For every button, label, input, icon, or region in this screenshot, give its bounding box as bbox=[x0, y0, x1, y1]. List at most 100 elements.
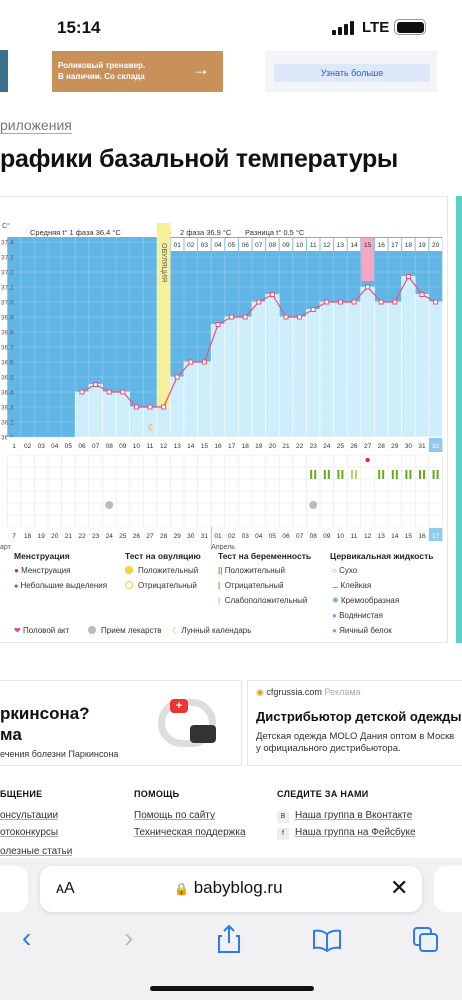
legend-title: Тест на овуляцию bbox=[125, 551, 201, 561]
cycle-day: 05 bbox=[65, 443, 73, 450]
footer-title: ПОМОЩЬ bbox=[134, 789, 180, 799]
close[interactable]: ✕ bbox=[390, 875, 409, 900]
cycle-day: 31 bbox=[418, 443, 426, 450]
bookmarks[interactable] bbox=[312, 928, 342, 952]
phase2-cell bbox=[293, 238, 306, 251]
temperature-bar bbox=[210, 324, 226, 438]
footer-link[interactable]: В Наша группа в Вконтакте bbox=[277, 810, 412, 823]
footer-link[interactable]: Техническая поддержка bbox=[134, 827, 246, 838]
phase2-day: 11 bbox=[310, 242, 317, 249]
ad-domain: ◉ cfgrussia.com Реклама bbox=[256, 687, 361, 697]
footer-link[interactable]: онсультации bbox=[0, 810, 59, 821]
back[interactable]: ‹ bbox=[22, 922, 32, 953]
cycle-day: 13 bbox=[174, 443, 182, 450]
forward[interactable]: › bbox=[124, 922, 134, 953]
phase2-day: 09 bbox=[282, 242, 290, 249]
footer-link[interactable]: олезные статьи bbox=[0, 846, 73, 857]
ad-card[interactable]: ркинсона? ма ечения болезни Паркинсона + bbox=[0, 680, 242, 766]
temperature-point bbox=[161, 404, 167, 410]
cycle-day: 22 bbox=[296, 443, 304, 450]
legend-item: ✺ Кремообразная bbox=[332, 596, 400, 605]
date: 29 bbox=[174, 533, 182, 540]
phase2-cell bbox=[252, 238, 266, 251]
date: 05 bbox=[269, 533, 277, 540]
cycle-day: 08 bbox=[106, 443, 114, 450]
legend-item: | Слабоположительный bbox=[218, 596, 308, 605]
address-bar[interactable]: ᴀA 🔒 babyblog.ru ✕ bbox=[40, 866, 422, 912]
phase2-cell bbox=[170, 238, 184, 251]
temperature-point bbox=[201, 359, 207, 365]
phase2-cell bbox=[225, 238, 238, 251]
legend-item: ☾ Лунный календарь bbox=[172, 626, 252, 635]
temperature-point bbox=[93, 382, 99, 387]
temperature-bar bbox=[88, 384, 103, 438]
cycle-day: 14 bbox=[187, 443, 195, 450]
ad-card[interactable]: ◉ cfgrussia.com Реклама Дистрибьютор дет… bbox=[247, 680, 462, 766]
footer-link[interactable]: f Наша группа на Фейсбуке bbox=[277, 827, 416, 840]
tab-next[interactable] bbox=[434, 866, 462, 912]
cycle-day: 28 bbox=[378, 443, 386, 450]
pregnancy-test bbox=[419, 470, 421, 479]
temperature-bar bbox=[346, 301, 362, 438]
legend-item: ⧡ Клейкая bbox=[332, 581, 372, 590]
ad-headline: ркинсона? ма bbox=[0, 704, 90, 744]
date: 21 bbox=[65, 533, 73, 540]
cycle-day: 07 bbox=[92, 443, 100, 450]
date: 09 bbox=[323, 533, 331, 540]
phase2-day: 14 bbox=[350, 242, 358, 249]
temperature-point bbox=[365, 284, 371, 290]
y-unit: C° bbox=[2, 222, 10, 230]
phase2-day: 19 bbox=[418, 242, 426, 249]
cycle-day: 10 bbox=[133, 443, 141, 450]
temperature-bar bbox=[251, 301, 266, 438]
phase2-day: 06 bbox=[242, 242, 250, 249]
footer-link[interactable]: Помощь по сайту bbox=[134, 810, 215, 821]
ad-button[interactable]: Узнать больше bbox=[274, 64, 430, 82]
temperature-bar bbox=[428, 301, 443, 438]
phase2-day: 13 bbox=[337, 242, 345, 249]
phase2-cell bbox=[361, 238, 374, 251]
tab-prev[interactable] bbox=[0, 866, 28, 912]
date: 27 bbox=[146, 533, 154, 540]
ad-text: Роликовый тренажер. В наличии. Со склада bbox=[58, 61, 146, 81]
temperature-point bbox=[405, 274, 411, 279]
legend-item: ● Яичный белок bbox=[332, 626, 392, 635]
cycle-day: 17 bbox=[228, 443, 236, 450]
cycle-day: 29 bbox=[391, 443, 399, 450]
phase2-cell bbox=[347, 238, 361, 251]
breadcrumb[interactable]: риложения bbox=[0, 117, 72, 134]
pregnancy-test bbox=[423, 470, 425, 479]
cycle-day: 12 bbox=[160, 443, 168, 450]
temperature-point bbox=[174, 374, 180, 380]
ad-image: + bbox=[150, 695, 222, 751]
y-tick-label: 37.0 bbox=[1, 300, 14, 307]
cycle-day: 16 bbox=[214, 443, 222, 450]
phase2-day: 01 bbox=[174, 242, 182, 249]
scrollbar bbox=[456, 196, 462, 643]
cycle-day: 19 bbox=[255, 443, 263, 450]
ad-edge bbox=[0, 50, 8, 92]
temperature-point bbox=[133, 404, 139, 410]
ad-text: Детская одежда MOLO Дания оптом в Москв у… bbox=[256, 731, 455, 754]
footer-link[interactable]: отоконкурсы bbox=[0, 827, 59, 838]
phase2-cell bbox=[266, 238, 279, 251]
tabs[interactable] bbox=[412, 926, 440, 954]
phase2-cell bbox=[429, 238, 442, 251]
phase2-day: 18 bbox=[405, 242, 413, 249]
month: арт bbox=[0, 544, 12, 550]
y-tick-label: 37.3 bbox=[1, 255, 14, 262]
temperature-point bbox=[337, 299, 343, 305]
temperature-point bbox=[229, 314, 235, 320]
legend-title: Тест на беременность bbox=[218, 551, 312, 561]
share[interactable] bbox=[216, 924, 242, 954]
phase2-cell bbox=[415, 238, 429, 251]
font-button[interactable]: ᴀA bbox=[56, 880, 75, 897]
temperature-bar bbox=[183, 361, 198, 438]
date: 16 bbox=[418, 533, 426, 540]
temperature-point bbox=[433, 299, 439, 305]
footer-title: БЩЕНИЕ bbox=[0, 789, 43, 799]
cycle-day: 04 bbox=[51, 443, 59, 450]
date: 10 bbox=[337, 533, 345, 540]
ad-banner[interactable]: Роликовый тренажер. В наличии. Со склада … bbox=[52, 51, 223, 92]
